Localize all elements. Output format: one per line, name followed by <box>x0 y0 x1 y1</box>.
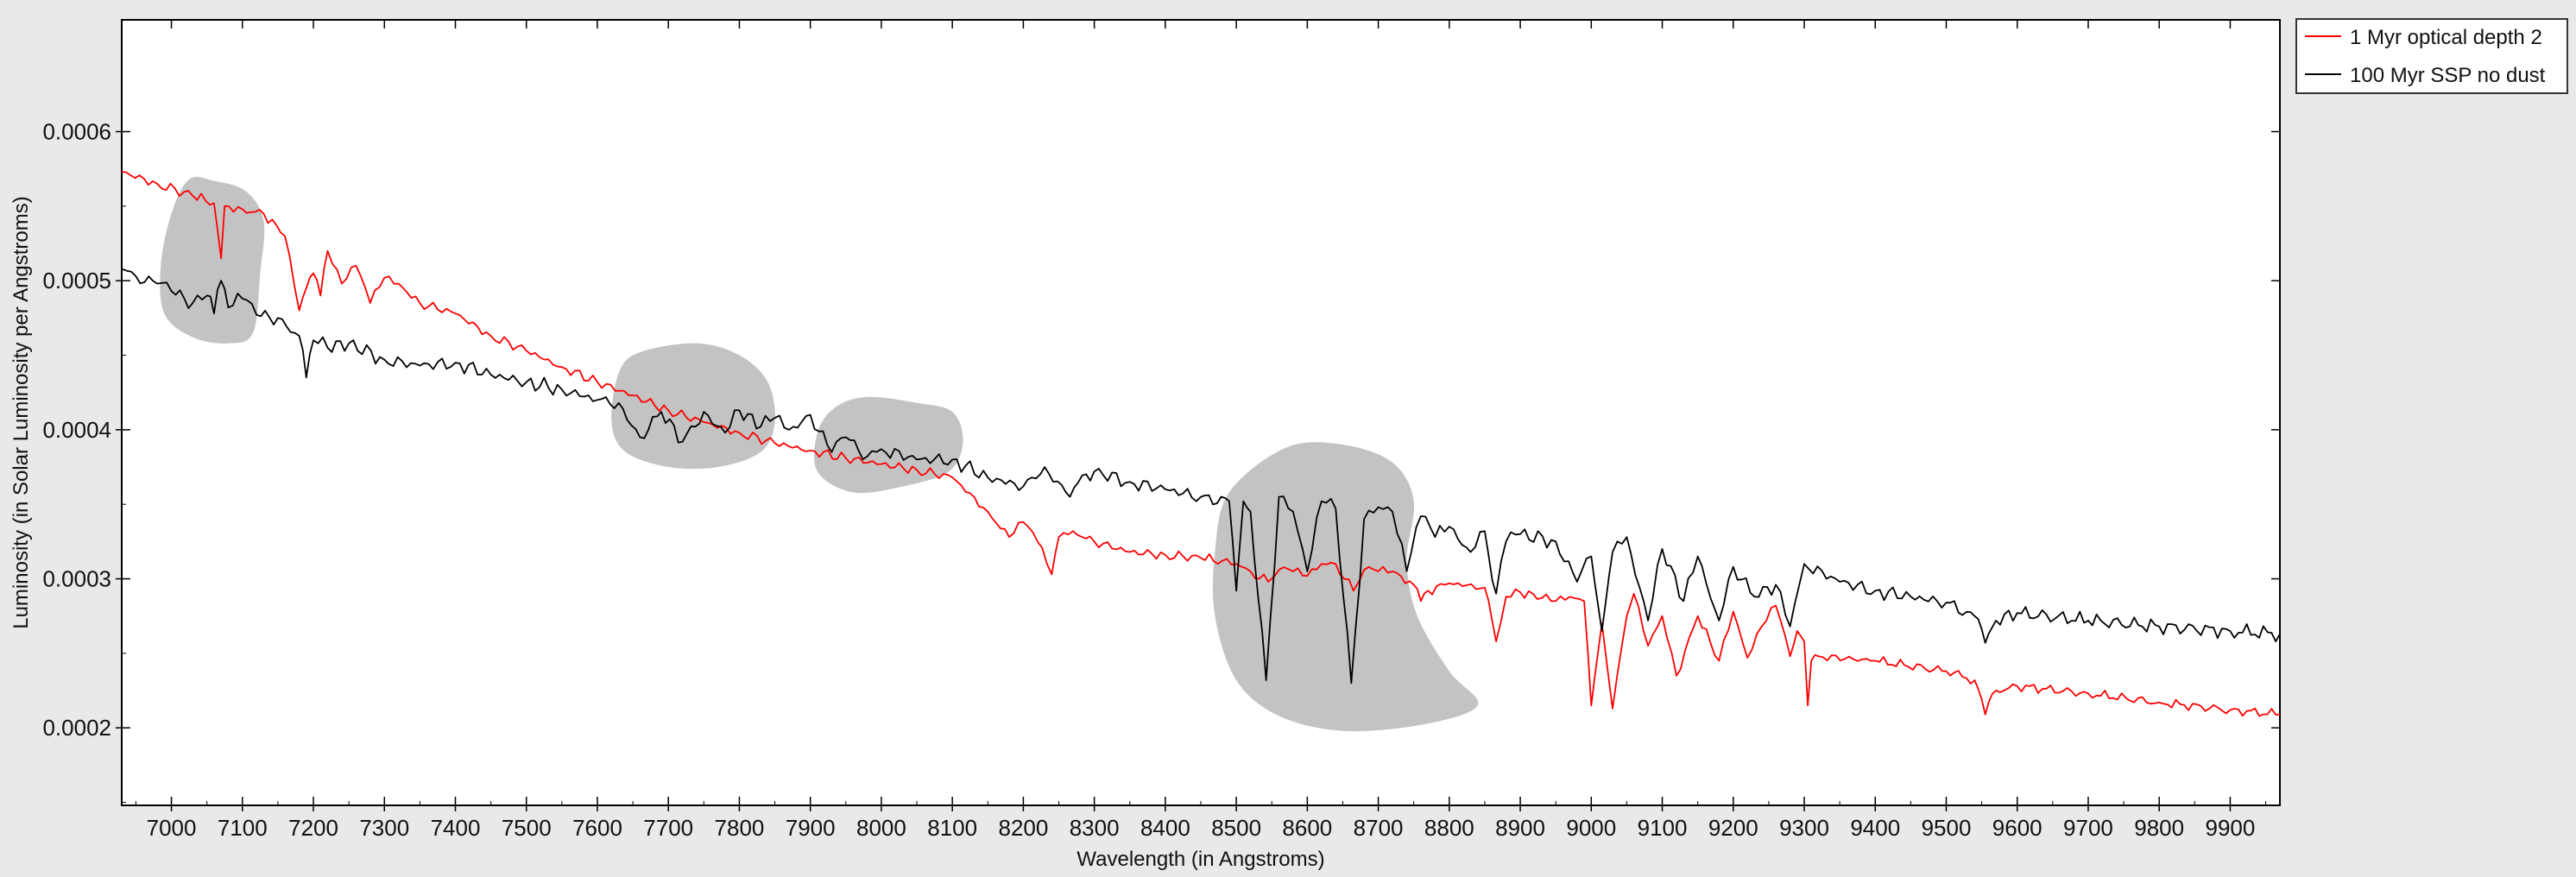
x-tick-label: 8500 <box>1211 815 1261 841</box>
series-line-1myr <box>121 171 2281 717</box>
x-tick-label: 7200 <box>288 815 338 841</box>
x-tick-label: 8600 <box>1282 815 1332 841</box>
x-tick-label: 8900 <box>1495 815 1545 841</box>
y-tick-label: 0.0005 <box>42 268 111 293</box>
x-tick-label: 8200 <box>998 815 1048 841</box>
y-tick-label: 0.0006 <box>42 119 111 145</box>
legend-label-100myr: 100 Myr SSP no dust <box>2350 64 2546 87</box>
x-tick-label: 8100 <box>927 815 977 841</box>
x-tick-label: 8000 <box>856 815 906 841</box>
x-tick-label: 7300 <box>359 815 409 841</box>
highlight-region-1 <box>160 176 265 344</box>
highlight-region-3 <box>813 396 963 494</box>
x-tick-label: 7900 <box>786 815 836 841</box>
x-tick-label: 8700 <box>1354 815 1404 841</box>
highlight-region-2 <box>611 343 775 470</box>
plot-area <box>121 19 2281 806</box>
x-tick-label: 9900 <box>2206 815 2256 841</box>
x-tick-label: 8400 <box>1140 815 1190 841</box>
x-tick-label: 8300 <box>1070 815 1120 841</box>
x-tick-label: 7600 <box>572 815 622 841</box>
y-tick-label: 0.0003 <box>42 566 111 592</box>
x-axis-ticks: 7000 7100 7200 7300 7400 7500 7600 7700 7800 7900… <box>135 20 2267 841</box>
x-tick-label: 7500 <box>502 815 552 841</box>
x-tick-label: 9200 <box>1708 815 1758 841</box>
y-axis-ticks: 0.0002 0.0003 0.0004 0.0005 0.0006 <box>42 119 2280 804</box>
legend-box <box>2295 18 2568 94</box>
x-tick-label: 9400 <box>1850 815 1900 841</box>
x-tick-label: 9100 <box>1638 815 1688 841</box>
x-tick-label: 7100 <box>218 815 268 841</box>
x-tick-label: 9700 <box>2063 815 2113 841</box>
x-tick-label: 8800 <box>1424 815 1474 841</box>
x-tick-label: 7400 <box>431 815 481 841</box>
x-tick-label: 7800 <box>715 815 765 841</box>
legend: 1 Myr optical depth 2 100 Myr SSP no dus… <box>2295 18 2568 94</box>
y-tick-label: 0.0002 <box>42 715 111 741</box>
x-tick-label: 9600 <box>1992 815 2042 841</box>
y-tick-label: 0.0004 <box>42 417 111 443</box>
x-tick-label: 9500 <box>1922 815 1972 841</box>
y-axis-title: Luminosity (in Solar Luminosity per Angs… <box>9 196 33 629</box>
highlight-region-4 <box>1212 442 1479 732</box>
x-tick-label: 9000 <box>1566 815 1616 841</box>
x-tick-label: 7000 <box>147 815 197 841</box>
x-tick-label: 9800 <box>2134 815 2184 841</box>
x-tick-label: 9300 <box>1779 815 1829 841</box>
x-axis-title: Wavelength (in Angstroms) <box>1076 848 1324 871</box>
series-layer <box>121 171 2281 717</box>
legend-label-1myr: 1 Myr optical depth 2 <box>2350 26 2542 49</box>
annotation-layer <box>160 176 1479 732</box>
series-line-100myr <box>121 268 2281 685</box>
x-tick-label: 7700 <box>643 815 693 841</box>
